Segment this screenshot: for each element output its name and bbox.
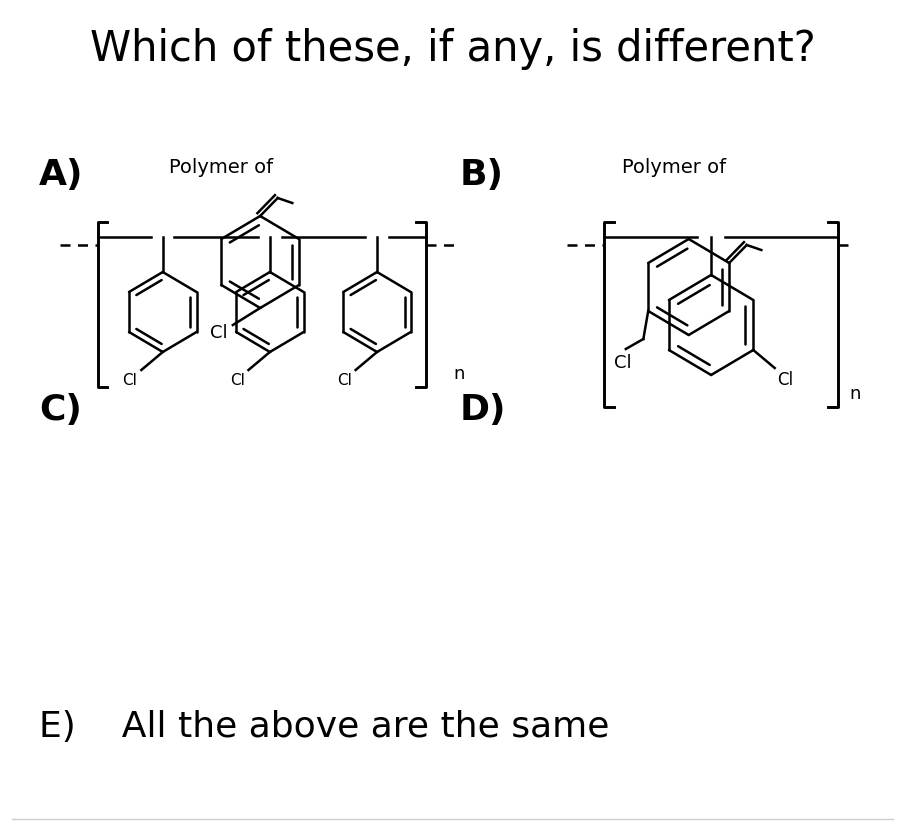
Text: Which of these, if any, is different?: Which of these, if any, is different? <box>90 28 816 70</box>
Text: Polymer of: Polymer of <box>622 158 726 177</box>
Text: Cl: Cl <box>337 372 352 388</box>
Text: Cl: Cl <box>230 372 245 388</box>
Text: n: n <box>850 385 861 403</box>
Text: E)    All the above are the same: E) All the above are the same <box>39 709 610 743</box>
Text: A): A) <box>39 158 83 192</box>
Text: Cl: Cl <box>210 323 228 342</box>
Text: Cl: Cl <box>122 372 138 388</box>
Text: D): D) <box>460 393 506 427</box>
Text: Cl: Cl <box>776 370 793 389</box>
Text: C): C) <box>39 393 82 427</box>
Text: B): B) <box>460 158 504 192</box>
Text: Polymer of: Polymer of <box>169 158 274 177</box>
Text: Cl: Cl <box>614 354 631 371</box>
Text: n: n <box>453 365 465 383</box>
